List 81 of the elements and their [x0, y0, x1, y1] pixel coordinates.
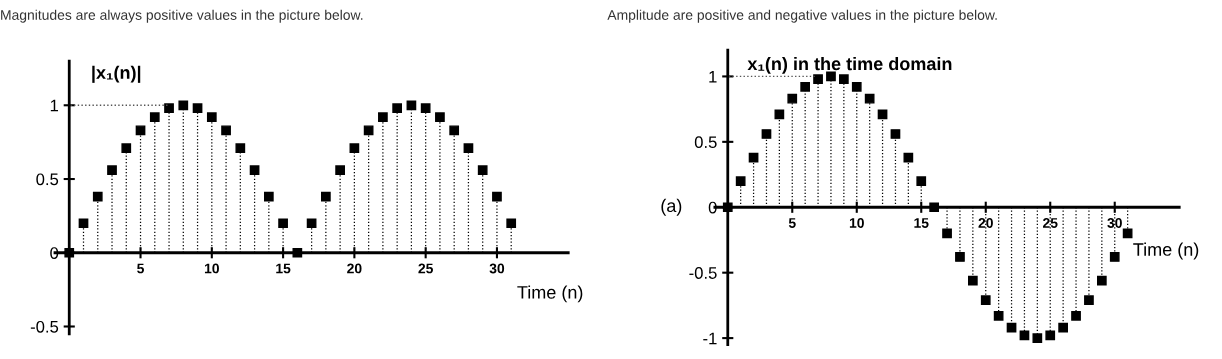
point: [420, 103, 431, 114]
x-tick-label: 25: [1043, 218, 1058, 228]
point: [955, 252, 965, 262]
point: [993, 310, 1004, 321]
x-tick-label: 20: [978, 218, 993, 228]
point: [838, 74, 849, 84]
point: [864, 93, 875, 104]
x-tick-label: 20: [347, 263, 362, 274]
point: [813, 74, 823, 84]
text: (a): [661, 198, 682, 216]
x-tick-label: 10: [204, 263, 219, 274]
point: [506, 218, 517, 229]
point: [363, 125, 374, 136]
point: [135, 125, 146, 136]
x-tick-label: 25: [418, 263, 433, 274]
point: [903, 152, 914, 163]
point: [477, 165, 488, 176]
point: [121, 143, 132, 153]
point: [278, 218, 288, 229]
x-tick-label: 5: [788, 218, 796, 228]
point: [107, 165, 117, 176]
x-tick-label: 15: [276, 263, 291, 274]
x-axis-title: Time (n): [1133, 242, 1199, 260]
text: Magnitudes are always positive values in the picture below.: [1, 9, 363, 23]
point: [1071, 310, 1081, 321]
point: [735, 176, 746, 186]
point: [890, 129, 901, 139]
point: [1109, 252, 1120, 262]
point: [149, 112, 160, 122]
point: [449, 125, 460, 136]
point: [787, 93, 798, 104]
point: [942, 228, 952, 239]
point: [249, 165, 260, 176]
y-tick-label: 0: [50, 247, 59, 259]
point: [263, 191, 274, 202]
point: [221, 125, 231, 136]
point: [1096, 275, 1107, 286]
point: [306, 218, 317, 229]
point: [1032, 333, 1043, 343]
point: [178, 100, 189, 111]
point: [1058, 322, 1069, 333]
point: [92, 191, 103, 202]
point: [967, 275, 978, 286]
text: Amplitude are positive and negative values in the picture below.: [607, 9, 997, 23]
point: [463, 143, 474, 153]
x-axis-title: Time (n): [517, 285, 583, 303]
point: [916, 176, 927, 186]
x-tick-label: 15: [914, 218, 929, 228]
point: [78, 218, 89, 229]
point: [335, 165, 345, 176]
point: [321, 191, 331, 202]
point: [800, 82, 811, 92]
y-tick-label: 1: [709, 71, 717, 83]
point: [192, 103, 203, 114]
point: [1084, 295, 1094, 306]
x-tick-label: 30: [489, 263, 505, 274]
y-tick-label: 0.5: [36, 173, 59, 186]
point: [851, 82, 862, 92]
point: [492, 191, 502, 202]
point: [435, 112, 445, 122]
point: [206, 112, 217, 122]
x-tick-label: 30: [1107, 218, 1122, 228]
point: [406, 100, 417, 111]
point: [1045, 330, 1056, 341]
point: [349, 143, 360, 153]
point: [392, 103, 403, 114]
x-tick-label: 5: [137, 263, 145, 274]
y-axis-title: x₁(n) in the time domain: [747, 56, 952, 74]
y-axis-title: |x₁(n)|: [92, 65, 141, 83]
y-tick-label: 1: [50, 99, 59, 112]
y-tick-label: -0.5: [30, 320, 59, 333]
point: [164, 103, 174, 114]
point: [235, 143, 246, 153]
y-tick-label: -1: [703, 332, 717, 345]
x-tick-label: 10: [849, 218, 864, 228]
point: [378, 112, 388, 122]
y-tick-label: -0.5: [689, 267, 717, 279]
point: [980, 295, 991, 306]
y-tick-label: 0.5: [694, 136, 717, 149]
point: [761, 129, 772, 139]
point: [826, 71, 836, 82]
